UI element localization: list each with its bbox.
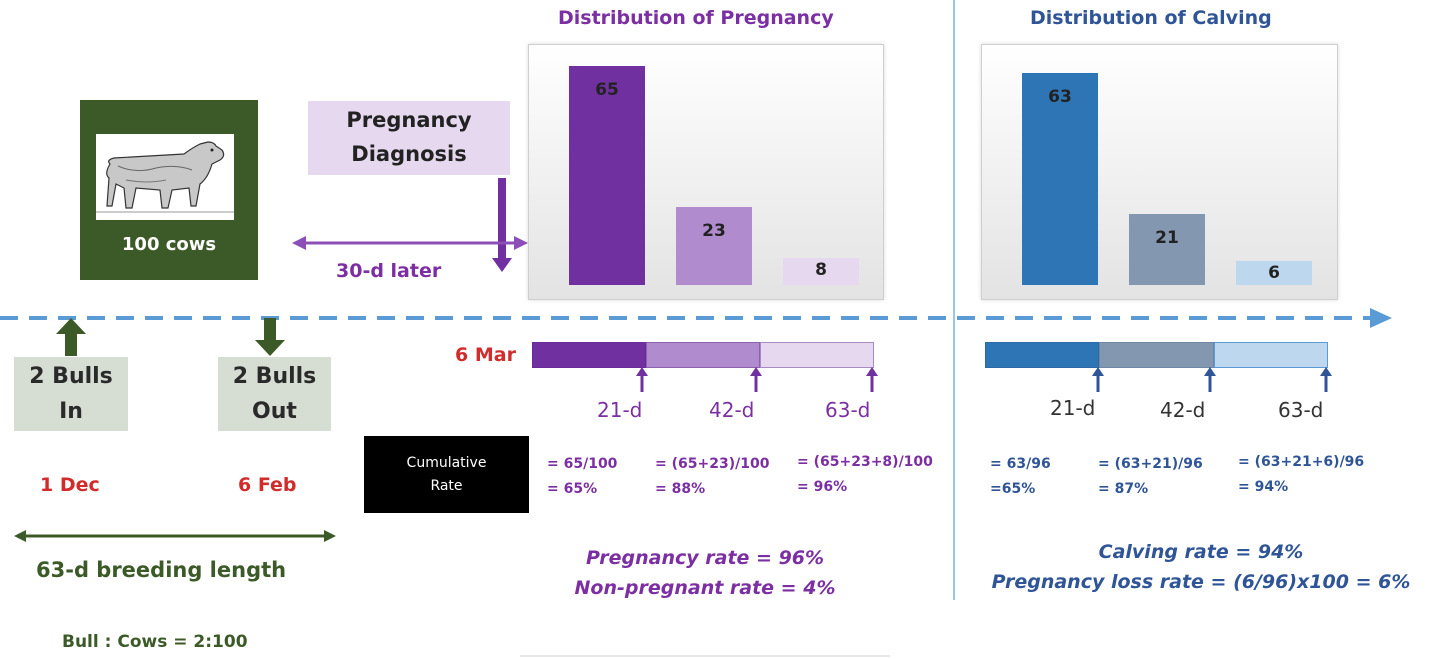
calving-chart-title: Distribution of Calving bbox=[1030, 7, 1272, 29]
pregnancy-diagnosis-line2: Diagnosis bbox=[351, 142, 467, 166]
cow-image bbox=[96, 134, 234, 220]
calving-calc-1-formula: = 63/96 bbox=[990, 456, 1051, 472]
calving-calc-2-result: = 87% bbox=[1098, 481, 1149, 498]
pregnancy-bar-label-63-d: 8 bbox=[815, 260, 827, 281]
pregnancy-period-21: 21-d bbox=[597, 398, 643, 422]
bulls-out-box: 2 Bulls Out bbox=[218, 357, 331, 431]
cumulative-line2: Rate bbox=[430, 477, 463, 494]
pregnancy-calc-1: = 65/100 = 65% bbox=[547, 452, 617, 502]
bulls-out-line1: 2 Bulls bbox=[232, 363, 317, 389]
calving-calc-1: = 63/96 =65% bbox=[990, 452, 1051, 502]
calving-calc-3-result: = 94% bbox=[1238, 479, 1289, 496]
interval-left-arrowhead bbox=[292, 236, 306, 250]
pregnancy-calc-1-result: = 65% bbox=[547, 481, 598, 498]
date-mar: 6 Mar bbox=[455, 344, 516, 366]
bulls-in-line2: In bbox=[59, 399, 83, 424]
interval-right-arrowhead bbox=[514, 236, 528, 250]
pregnancy-diagnosis-box: Pregnancy Diagnosis bbox=[308, 101, 510, 175]
calving-period-strip bbox=[985, 342, 1328, 368]
calving-calc-3-formula: = (63+21+6)/96 bbox=[1238, 454, 1365, 470]
calving-calc-2: = (63+21)/96 = 87% bbox=[1098, 452, 1203, 502]
pregnancy-segment-2 bbox=[646, 342, 760, 368]
calving-rates: Calving rate = 94% Pregnancy loss rate =… bbox=[972, 537, 1430, 598]
date-start: 1 Dec bbox=[40, 474, 100, 496]
pregnancy-loss-rate-text: Pregnancy loss rate = (6/96)x100 = 6% bbox=[991, 571, 1411, 594]
pregnancy-calc-2: = (65+23)/100 = 88% bbox=[655, 452, 769, 502]
calving-rate-text: Calving rate = 94% bbox=[1098, 541, 1304, 563]
breeding-length-label: 63-d breeding length bbox=[36, 558, 287, 582]
pregnancy-bar-label-21-d: 65 bbox=[595, 79, 619, 100]
pregnancy-segment-1 bbox=[532, 342, 646, 368]
calving-bar-label-63-d: 6 bbox=[1268, 263, 1280, 283]
pregnancy-period-63: 63-d bbox=[825, 398, 871, 422]
pregnancy-rates: Pregnancy rate = 96% Non-pregnant rate =… bbox=[540, 543, 870, 604]
calving-period-21: 21-d bbox=[1050, 396, 1096, 420]
section-divider bbox=[953, 0, 955, 600]
pregnancy-bar-42-d: 23 bbox=[676, 207, 752, 285]
bulls-in-up-arrow bbox=[56, 318, 86, 356]
calving-segment-1 bbox=[985, 342, 1100, 368]
pregnancy-chart-title: Distribution of Pregnancy bbox=[558, 7, 834, 29]
cumulative-line1: Cumulative bbox=[406, 455, 487, 472]
bulls-out-line2: Out bbox=[252, 399, 297, 424]
bulls-out-down-arrow bbox=[255, 318, 285, 356]
calving-period-42: 42-d bbox=[1160, 398, 1206, 422]
herd-label: 100 cows bbox=[121, 234, 217, 255]
cow-icon bbox=[96, 141, 234, 213]
pregnancy-calc-3-formula: = (65+23+8)/100 bbox=[797, 454, 933, 470]
pregnancy-diagnosis-line1: Pregnancy bbox=[346, 108, 472, 133]
diagnosis-down-arrowhead bbox=[492, 258, 512, 272]
pregnancy-bar-label-42-d: 23 bbox=[702, 221, 726, 242]
bulls-in-box: 2 Bulls In bbox=[14, 357, 128, 431]
pregnancy-bar-63-d: 8 bbox=[783, 258, 859, 285]
calving-segment-2 bbox=[1099, 342, 1214, 368]
calving-calc-2-formula: = (63+21)/96 bbox=[1098, 456, 1203, 472]
pregnancy-calc-1-formula: = 65/100 bbox=[547, 456, 618, 472]
pregnancy-period-strip bbox=[532, 342, 874, 368]
non-pregnant-rate-text: Non-pregnant rate = 4% bbox=[574, 577, 836, 600]
herd-box: 100 cows bbox=[80, 100, 258, 280]
calving-calc-3: = (63+21+6)/96 = 94% bbox=[1238, 450, 1364, 500]
pregnancy-calc-2-result: = 88% bbox=[655, 481, 706, 498]
pregnancy-calc-3-result: = 96% bbox=[797, 479, 848, 496]
timeline-arrow bbox=[0, 308, 1392, 328]
pregnancy-bar-21-d: 65 bbox=[569, 65, 645, 285]
calving-bar-label-42-d: 21 bbox=[1155, 228, 1179, 249]
calving-chart-panel: 63 21 6 bbox=[981, 44, 1338, 300]
diagnosis-arrows bbox=[292, 178, 528, 272]
pregnancy-segment-3 bbox=[760, 342, 874, 368]
calving-period-ticks bbox=[1092, 367, 1332, 392]
bottom-rule bbox=[520, 655, 890, 657]
calving-calc-1-result: =65% bbox=[990, 481, 1036, 498]
bulls-in-line1: 2 Bulls bbox=[29, 363, 113, 389]
pregnancy-calc-2-formula: = (65+23)/100 bbox=[655, 456, 770, 472]
calving-bar-42-d: 21 bbox=[1129, 214, 1205, 285]
pregnancy-calc-3: = (65+23+8)/100 = 96% bbox=[797, 450, 933, 500]
calving-segment-3 bbox=[1213, 342, 1328, 368]
calving-bar-label-21-d: 63 bbox=[1048, 86, 1072, 107]
breeding-length-arrow bbox=[14, 530, 336, 542]
interval-label: 30-d later bbox=[336, 260, 442, 282]
calving-bar-63-d: 6 bbox=[1236, 261, 1312, 285]
bull-ratio-label: Bull : Cows = 2:100 bbox=[62, 632, 248, 652]
date-end: 6 Feb bbox=[238, 474, 297, 496]
pregnancy-chart-panel: 65 23 8 bbox=[528, 44, 884, 300]
pregnancy-period-42: 42-d bbox=[709, 398, 755, 422]
pregnancy-rate-text: Pregnancy rate = 96% bbox=[585, 547, 825, 569]
calving-period-63: 63-d bbox=[1278, 398, 1324, 422]
pregnancy-period-ticks bbox=[636, 367, 878, 392]
calving-bar-21-d: 63 bbox=[1022, 72, 1098, 285]
cumulative-rate-box: Cumulative Rate bbox=[364, 436, 529, 513]
